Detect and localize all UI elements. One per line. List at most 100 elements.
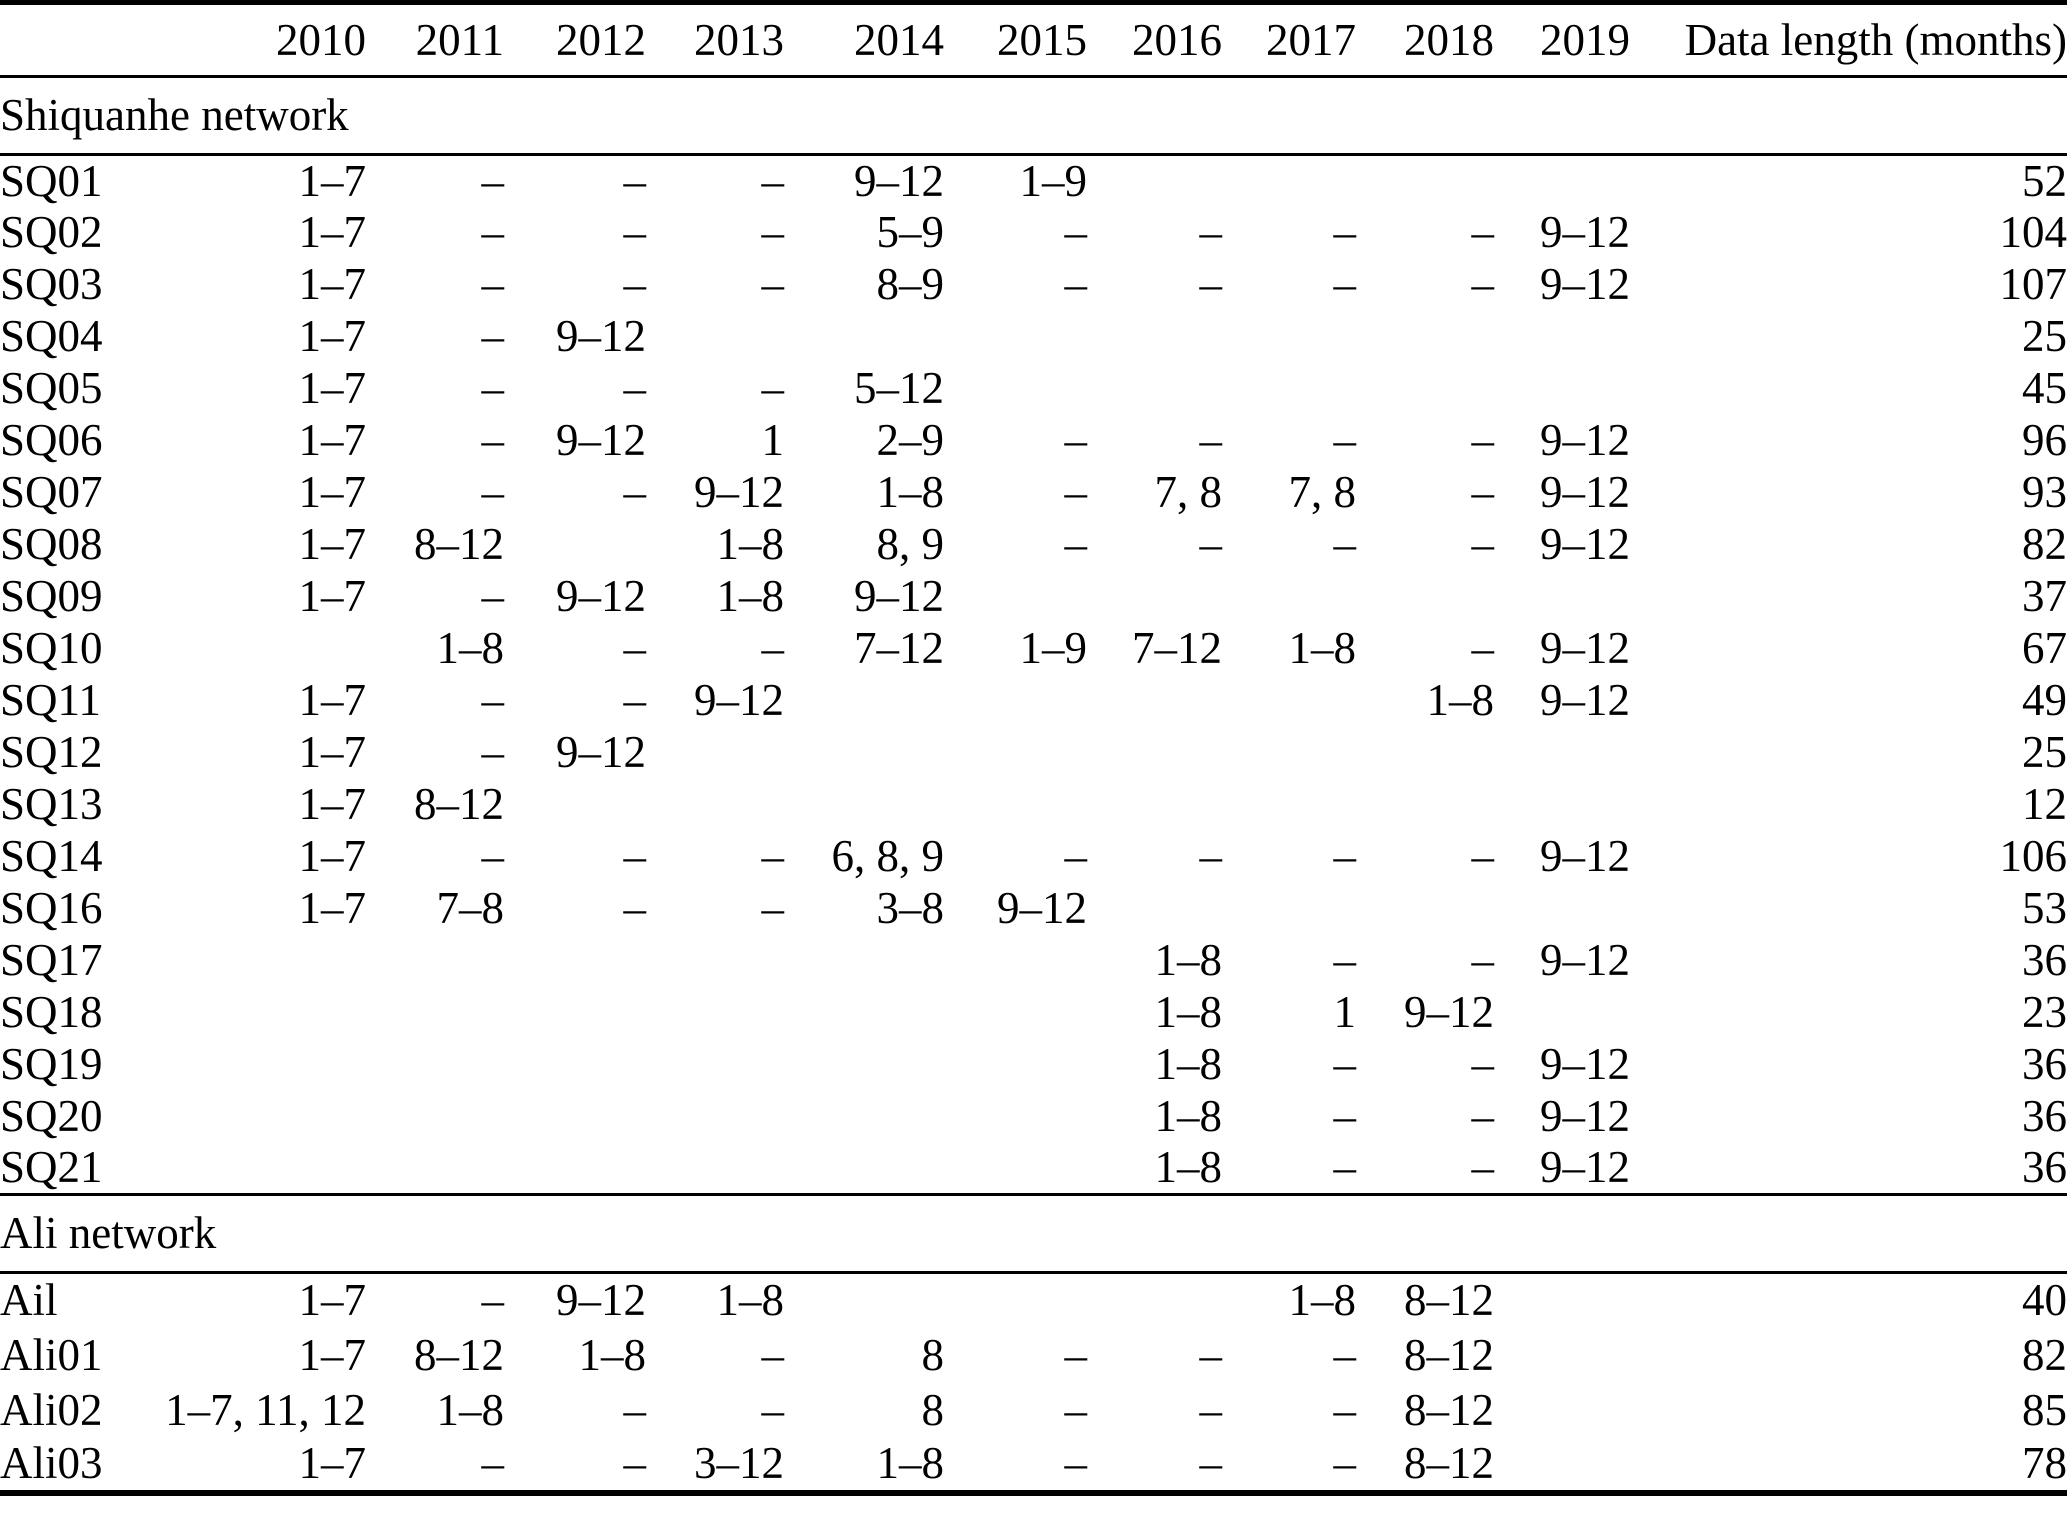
months-cell-2013: – xyxy=(761,207,785,257)
months-cell-2013: 1–8 xyxy=(716,571,785,621)
months-cell-2016: – xyxy=(1199,207,1223,257)
data-length-cell: 85 xyxy=(2022,1384,2067,1435)
months-cell-2013: – xyxy=(761,363,785,413)
months-cell-2014 xyxy=(784,1143,944,1195)
months-cell-2013 xyxy=(646,1039,784,1091)
months-cell-2012: – xyxy=(623,831,647,881)
months-cell-2019: 9–12 xyxy=(1540,207,1630,257)
station-cell: SQ05 xyxy=(0,363,103,413)
months-cell-2016: – xyxy=(1199,415,1223,465)
data-length-cell: 104 xyxy=(1999,207,2067,257)
months-cell-2010: 1–7 xyxy=(298,415,367,465)
months-cell-2016: – xyxy=(1199,1329,1223,1380)
months-cell-2015 xyxy=(944,727,1087,779)
station-cell: SQ07 xyxy=(0,467,103,517)
months-cell-2013 xyxy=(646,779,784,831)
months-cell-2012 xyxy=(504,779,646,831)
months-cell-2012: – xyxy=(623,675,647,725)
months-cell-2013: – xyxy=(761,623,785,673)
months-cell-2012 xyxy=(504,519,646,571)
table-row: SQ18 1–8 1 9–12 23 xyxy=(0,987,2067,1039)
months-cell-2016 xyxy=(1087,155,1222,207)
months-cell-2011: – xyxy=(481,675,505,725)
months-cell-2015 xyxy=(944,935,1087,987)
months-cell-2017: – xyxy=(1333,415,1357,465)
months-cell-2010 xyxy=(160,1039,366,1091)
months-cell-2010: 1–7 xyxy=(298,675,367,725)
station-cell: SQ12 xyxy=(0,727,103,777)
months-cell-2017 xyxy=(1222,155,1356,207)
months-cell-2013: – xyxy=(761,883,785,933)
months-cell-2017: 1–8 xyxy=(1288,1275,1357,1326)
months-cell-2019: 9–12 xyxy=(1540,1091,1630,1141)
data-length-cell: 96 xyxy=(2022,415,2067,465)
months-cell-2019: 9–12 xyxy=(1540,1039,1630,1089)
months-cell-2016 xyxy=(1087,363,1222,415)
station-cell: SQ04 xyxy=(0,311,103,361)
months-cell-2015 xyxy=(944,571,1087,623)
months-cell-2014 xyxy=(784,311,944,363)
data-length-cell: 12 xyxy=(2022,779,2067,829)
months-cell-2013 xyxy=(646,987,784,1039)
station-cell: SQ19 xyxy=(0,1039,103,1089)
months-cell-2015 xyxy=(944,1273,1087,1328)
months-cell-2014: 3–8 xyxy=(876,883,945,933)
column-header-2018: 2018 xyxy=(1404,14,1494,65)
months-cell-2012 xyxy=(504,935,646,987)
months-cell-2011: 1–8 xyxy=(436,1384,505,1435)
table-row: SQ19 1–8– –9–12 36 xyxy=(0,1039,2067,1091)
months-cell-2017: – xyxy=(1333,1142,1357,1193)
months-cell-2010: 1–7 xyxy=(298,311,367,361)
data-length-cell: 78 xyxy=(2022,1438,2067,1488)
months-cell-2015 xyxy=(944,1143,1087,1195)
months-cell-2011: 7–8 xyxy=(436,883,505,933)
months-cell-2013 xyxy=(646,727,784,779)
months-cell-2019 xyxy=(1494,363,1630,415)
table-row: SQ03 1–7– – –8–9– – – –9–12 107 xyxy=(0,259,2067,311)
months-cell-2014: 5–9 xyxy=(876,207,945,257)
months-cell-2018: 8–12 xyxy=(1404,1384,1494,1435)
months-cell-2018 xyxy=(1356,155,1494,207)
months-cell-2012: – xyxy=(623,259,647,309)
months-cell-2011: – xyxy=(481,831,505,881)
months-cell-2013: – xyxy=(761,1384,785,1435)
months-cell-2011 xyxy=(366,987,504,1039)
months-cell-2015 xyxy=(944,675,1087,727)
months-cell-2012: – xyxy=(623,883,647,933)
months-cell-2012: – xyxy=(623,155,647,206)
months-cell-2018 xyxy=(1356,363,1494,415)
station-cell: Ali01 xyxy=(0,1329,103,1380)
months-cell-2011: – xyxy=(481,1438,505,1488)
months-cell-2018 xyxy=(1356,727,1494,779)
station-cell: SQ18 xyxy=(0,987,103,1037)
months-cell-2013: – xyxy=(761,155,785,206)
months-cell-2011: – xyxy=(481,311,505,361)
months-cell-2011: – xyxy=(481,259,505,309)
table-row: SQ07 1–7– –9–12 1–8–7, 8 7, 8–9–12 93 xyxy=(0,467,2067,519)
months-cell-2012: 1–8 xyxy=(578,1329,647,1380)
table-row: SQ20 1–8– –9–12 36 xyxy=(0,1091,2067,1143)
months-cell-2015: – xyxy=(1064,831,1088,881)
column-header-2016: 2016 xyxy=(1132,14,1222,65)
months-cell-2014: 7–12 xyxy=(854,623,944,673)
months-cell-2011: – xyxy=(481,363,505,413)
months-cell-2019 xyxy=(1494,1383,1630,1438)
months-cell-2016: – xyxy=(1199,1438,1223,1488)
months-cell-2012 xyxy=(504,1091,646,1143)
section-row: Shiquanhe network xyxy=(0,76,2067,155)
months-cell-2016: 1–8 xyxy=(1154,1142,1223,1193)
station-cell: SQ20 xyxy=(0,1091,103,1141)
months-cell-2015: – xyxy=(1064,1329,1088,1380)
months-cell-2018 xyxy=(1356,311,1494,363)
table-row: SQ16 1–7 7–8 – – 3–8 9–12 53 xyxy=(0,883,2067,935)
table-row: SQ04 1–7 – 9–12 25 xyxy=(0,311,2067,363)
months-cell-2017: 1 xyxy=(1333,987,1357,1037)
months-cell-2015 xyxy=(944,1091,1087,1143)
data-length-cell: 25 xyxy=(2022,311,2067,361)
months-cell-2013: 9–12 xyxy=(694,467,784,517)
months-cell-2019 xyxy=(1494,155,1630,207)
months-cell-2013: – xyxy=(761,1329,785,1380)
months-cell-2015 xyxy=(944,363,1087,415)
section-label: Ali network xyxy=(0,1208,217,1258)
station-cell: SQ08 xyxy=(0,519,103,569)
